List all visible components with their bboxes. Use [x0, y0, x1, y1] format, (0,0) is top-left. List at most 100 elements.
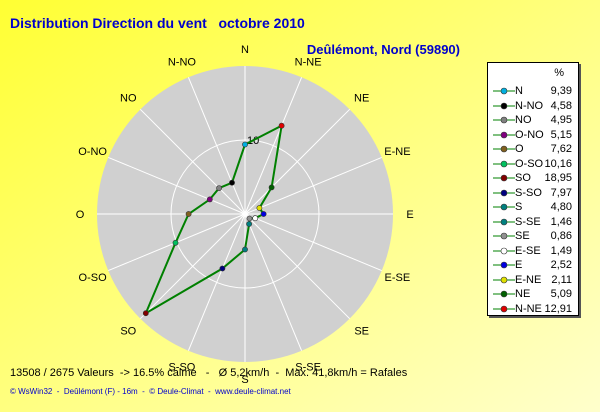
- dir-label-s: S: [241, 374, 248, 386]
- legend-label: SE: [515, 230, 530, 242]
- summary-line: 13508 / 2675 Valeurs -> 16.5% calme - Ø …: [10, 367, 408, 379]
- legend-value: 12,91: [544, 302, 572, 315]
- legend-item-ne: NE 5,09: [488, 286, 578, 302]
- legend-label: E-NE: [515, 273, 542, 286]
- dir-label-no: NO: [120, 92, 137, 104]
- legend-label: N: [515, 85, 523, 97]
- legend-value: 1,46: [550, 215, 572, 228]
- legend-marker-icon: [493, 131, 515, 138]
- point-e-ne: [256, 205, 263, 211]
- legend-label: NE: [515, 288, 531, 300]
- legend-value: 5,09: [550, 288, 572, 300]
- legend-item-e-se: E-SE 1,49: [488, 243, 578, 259]
- legend-label: E: [515, 259, 523, 271]
- dir-label-o-so: O-SO: [79, 272, 108, 284]
- legend-label: NO: [515, 114, 532, 126]
- point-s-so: [219, 265, 226, 272]
- dir-label-so: SO: [120, 326, 136, 338]
- legend-marker-icon: [493, 116, 515, 124]
- legend-item-s-so: S-SO 7,97: [488, 185, 578, 201]
- legend-item-n-ne: N-NE 12,91: [488, 301, 578, 317]
- point-n-ne: [278, 122, 285, 129]
- legend-marker-icon: [493, 203, 515, 211]
- legend-marker-icon: [493, 247, 515, 254]
- point-ne: [268, 184, 275, 191]
- legend-marker-icon: [493, 305, 515, 312]
- ring-10: [170, 139, 320, 289]
- point-n: [242, 141, 248, 148]
- point-e: [260, 211, 267, 217]
- legend-label: O-NO: [515, 128, 544, 141]
- point-se: [246, 215, 253, 222]
- legend-value: 7,97: [550, 186, 572, 199]
- point-s-se: [246, 221, 252, 227]
- dir-label-ne: NE: [354, 92, 369, 104]
- legend-label: O: [515, 143, 524, 155]
- point-s: [242, 246, 248, 253]
- legend-label: N-NE: [515, 302, 542, 315]
- legend-item-o-no: O-NO 5,15: [488, 127, 578, 143]
- legend-value: 4,80: [550, 201, 572, 213]
- legend-label: S: [515, 201, 523, 213]
- dir-label-s-se: S-SE: [295, 361, 321, 373]
- legend-item-n: N 9,39: [488, 83, 578, 99]
- legend-marker-icon: [493, 174, 515, 182]
- legend-item-no: NO 4,95: [488, 112, 578, 128]
- dir-label-e-se: E-SE: [385, 272, 411, 284]
- point-e-se: [252, 215, 259, 222]
- legend-marker-icon: [493, 102, 515, 109]
- dir-label-n: N: [241, 44, 249, 56]
- legend-label: O-SO: [515, 157, 544, 170]
- dir-label-o: O: [76, 209, 85, 221]
- legend-label: S-SO: [515, 186, 542, 199]
- legend-marker-icon: [493, 218, 515, 225]
- legend-value: 18,95: [544, 172, 572, 184]
- legend-item-s: S 4,80: [488, 199, 578, 215]
- legend-header: %: [554, 67, 564, 79]
- legend-marker-icon: [493, 232, 515, 240]
- legend-item-n-no: N-NO 4,58: [488, 98, 578, 114]
- legend-marker-icon: [493, 87, 515, 95]
- point-n-no: [229, 179, 235, 186]
- point-no: [216, 185, 222, 191]
- legend-item-s-se: S-SE 1,46: [488, 214, 578, 230]
- legend: % N 9,39 N-NO 4,58 NO 4,95 O-NO 5,15 O 7,62 O-SO 10…: [487, 62, 579, 316]
- dir-label-n-no: N-NO: [168, 57, 197, 69]
- legend-item-e-ne: E-NE 2,11: [488, 272, 578, 288]
- dir-label-e-ne: E-NE: [384, 146, 410, 158]
- dir-label-e: E: [406, 209, 413, 221]
- legend-value: 5,15: [550, 128, 572, 141]
- direction-labels: N N-NE NE E-NE E E-SE SE S-SE S S-SO SO O-SO O O-NO NO…: [76, 44, 414, 386]
- legend-item-e: E 2,52: [488, 257, 578, 273]
- legend-value: 7,62: [550, 143, 572, 155]
- legend-marker-icon: [493, 290, 515, 298]
- legend-marker-icon: [493, 189, 515, 196]
- legend-marker-icon: [493, 145, 515, 153]
- legend-value: 0,86: [550, 230, 572, 242]
- plot-area: 10: [97, 66, 393, 362]
- legend-value: 2,52: [550, 259, 572, 271]
- legend-marker-icon: [493, 261, 515, 269]
- legend-value: 4,95: [550, 114, 572, 126]
- legend-value: 9,39: [550, 85, 572, 97]
- legend-label: S-SE: [515, 215, 541, 228]
- point-o-so: [172, 239, 179, 246]
- dir-label-n-ne: N-NE: [295, 57, 322, 69]
- legend-label: SO: [515, 172, 531, 184]
- legend-value: 2,11: [551, 273, 572, 286]
- legend-label: N-NO: [515, 99, 544, 112]
- legend-label: E-SE: [515, 244, 541, 257]
- legend-marker-icon: [493, 160, 515, 167]
- legend-value: 1,49: [550, 244, 572, 257]
- legend-item-se: SE 0,86: [488, 228, 578, 244]
- dir-label-se: SE: [354, 326, 369, 338]
- legend-value: 4,58: [550, 99, 572, 112]
- credits-line: © WsWin32 - Deûlémont (F) - 16m - © Deul…: [10, 387, 291, 396]
- legend-item-so: SO 18,95: [488, 170, 578, 186]
- legend-marker-icon: [493, 276, 515, 283]
- legend-item-o: O 7,62: [488, 141, 578, 157]
- point-so: [142, 310, 149, 317]
- dir-label-s-so: S-SO: [168, 361, 195, 373]
- point-o-no: [206, 196, 213, 203]
- legend-item-o-so: O-SO 10,16: [488, 156, 578, 172]
